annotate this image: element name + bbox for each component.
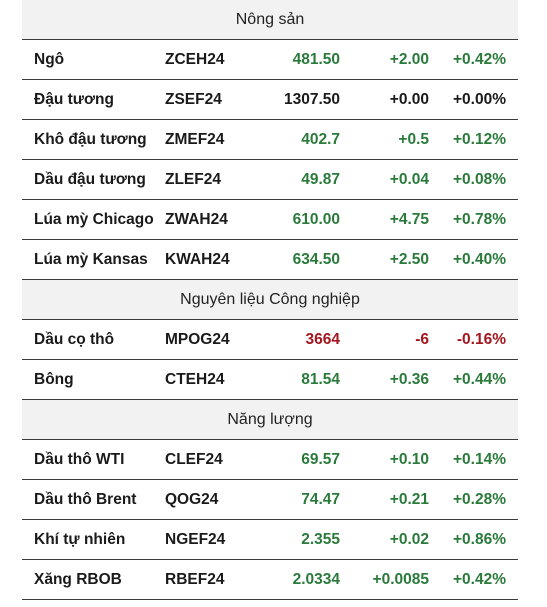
table-row: Khô đậu tương ZMEF24 402.7 +0.5 +0.12% [22,120,518,160]
last-price: 74.47 [301,490,340,508]
percent-change: +0.86% [452,530,506,548]
last-price: 481.50 [292,50,340,68]
last-price: 1307.50 [283,90,340,108]
contract-code: ZSEF24 [165,90,222,108]
last-price: 2.355 [301,530,340,548]
table-row: Dầu cọ thô MPOG24 3664 -6 -0.16% [22,320,518,360]
contract-code: ZCEH24 [165,50,225,68]
commodity-name: Bông [34,370,74,388]
price-change: +0.21 [389,490,429,508]
commodity-price-table: Nông sản Ngô ZCEH24 481.50 +2.00 +0.42% … [22,0,518,600]
section-header-industrial: Nguyên liệu Công nghiệp [22,280,518,320]
price-change: +0.04 [389,170,429,188]
last-price: 634.50 [292,250,340,268]
contract-code: ZWAH24 [165,210,228,228]
table-row: Khí tự nhiên NGEF24 2.355 +0.02 +0.86% [22,520,518,560]
percent-change: +0.14% [452,450,506,468]
percent-change: -0.16% [456,330,506,348]
commodity-name: Đậu tương [34,90,114,108]
percent-change: +0.08% [452,170,506,188]
commodity-name: Dầu cọ thô [34,330,115,348]
price-change: +0.36 [389,370,429,388]
commodity-name: Lúa mỳ Kansas [34,250,148,268]
percent-change: +0.00% [452,90,506,108]
table-row: Đậu tương ZSEF24 1307.50 +0.00 +0.00% [22,80,518,120]
price-change: +0.02 [389,530,429,548]
table-row: Lúa mỳ Chicago ZWAH24 610.00 +4.75 +0.78… [22,200,518,240]
table-row: Xăng RBOB RBEF24 2.0334 +0.0085 +0.42% [22,560,518,600]
commodity-name: Lúa mỳ Chicago [34,210,154,228]
price-change: +2.50 [389,250,429,268]
percent-change: +0.42% [452,50,506,68]
commodity-name: Xăng RBOB [34,570,122,588]
commodity-name: Ngô [34,50,65,68]
percent-change: +0.78% [452,210,506,228]
contract-code: CLEF24 [165,450,223,468]
table-row: Bông CTEH24 81.54 +0.36 +0.44% [22,360,518,400]
percent-change: +0.28% [452,490,506,508]
contract-code: KWAH24 [165,250,230,268]
percent-change: +0.12% [452,130,506,148]
percent-change: +0.42% [452,570,506,588]
price-change: +0.0085 [372,570,429,588]
price-change: +4.75 [389,210,429,228]
table-row: Dầu đậu tương ZLEF24 49.87 +0.04 +0.08% [22,160,518,200]
commodity-name: Dầu đậu tương [34,170,146,188]
last-price: 69.57 [301,450,340,468]
price-change: +2.00 [389,50,429,68]
table-row: Dầu thô WTI CLEF24 69.57 +0.10 +0.14% [22,440,518,480]
commodity-name: Khô đậu tương [34,130,147,148]
contract-code: QOG24 [165,490,219,508]
section-header-agriculture: Nông sản [22,0,518,40]
last-price: 81.54 [301,370,340,388]
price-change: +0.00 [389,90,429,108]
contract-code: RBEF24 [165,570,225,588]
last-price: 610.00 [292,210,340,228]
section-header-energy: Năng lượng [22,400,518,440]
table-row: Ngô ZCEH24 481.50 +2.00 +0.42% [22,40,518,80]
percent-change: +0.44% [452,370,506,388]
table-row: Dầu thô Brent QOG24 74.47 +0.21 +0.28% [22,480,518,520]
contract-code: NGEF24 [165,530,226,548]
table-row: Lúa mỳ Kansas KWAH24 634.50 +2.50 +0.40% [22,240,518,280]
contract-code: MPOG24 [165,330,230,348]
price-change: +0.10 [389,450,429,468]
contract-code: ZLEF24 [165,170,221,188]
price-change: -6 [415,330,429,348]
commodity-name: Dầu thô WTI [34,450,125,468]
last-price: 2.0334 [292,570,340,588]
contract-code: CTEH24 [165,370,225,388]
last-price: 3664 [305,330,340,348]
commodity-name: Khí tự nhiên [34,530,126,548]
price-change: +0.5 [398,130,429,148]
contract-code: ZMEF24 [165,130,225,148]
percent-change: +0.40% [452,250,506,268]
last-price: 402.7 [301,130,340,148]
commodity-name: Dầu thô Brent [34,490,137,508]
last-price: 49.87 [301,170,340,188]
